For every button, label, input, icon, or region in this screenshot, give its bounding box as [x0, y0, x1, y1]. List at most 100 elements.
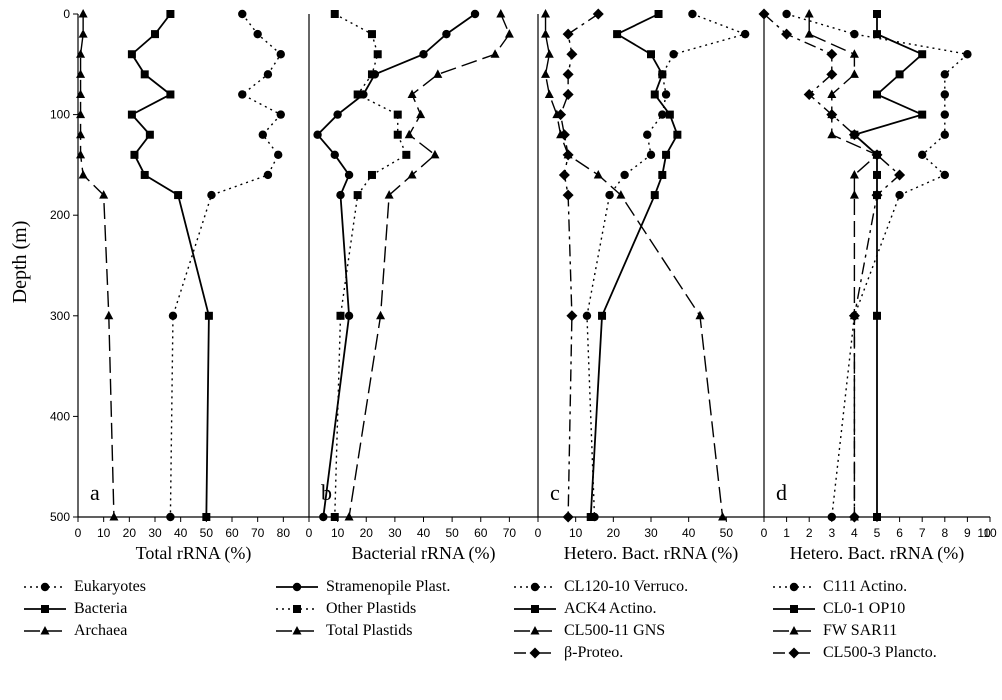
- legend-item: ACK4 Actino.: [512, 598, 688, 620]
- legend-marker: [529, 647, 541, 659]
- series-proteo: [555, 8, 604, 523]
- x-tick-label: 8: [941, 526, 948, 540]
- data-point: [562, 68, 574, 80]
- legend-label: C111 Actino.: [823, 578, 908, 595]
- data-point: [313, 130, 322, 139]
- x-tick-label: 3: [828, 526, 835, 540]
- y-tick-label: 100: [50, 108, 70, 122]
- data-point: [419, 50, 428, 59]
- data-point: [665, 110, 674, 119]
- x-tick-label: 6: [896, 526, 903, 540]
- legend-item: β-Proteo.: [512, 642, 688, 664]
- data-point: [848, 129, 860, 141]
- data-point: [276, 110, 285, 119]
- legend-d: C111 Actino. CL0-1 OP10 FW SAR11 CL500-3 Pl…: [771, 576, 937, 664]
- data-point: [78, 29, 88, 38]
- data-point: [566, 310, 578, 322]
- legend-swatch: [773, 583, 815, 592]
- data-point: [544, 89, 554, 98]
- data-point: [827, 129, 837, 139]
- data-point: [541, 69, 551, 78]
- legend-swatch: [24, 626, 66, 635]
- legend-swatch: [276, 583, 318, 592]
- series-line: [852, 14, 925, 517]
- data-point: [76, 49, 86, 58]
- y-tick-label: 0: [63, 7, 70, 21]
- series-eukaryotes: [166, 9, 285, 522]
- data-point: [202, 513, 211, 521]
- data-point: [333, 110, 342, 119]
- data-point: [367, 170, 376, 179]
- legend-label: CL120-10 Verruco.: [564, 578, 689, 595]
- data-point: [404, 129, 414, 139]
- data-point: [650, 191, 659, 200]
- data-point: [140, 70, 149, 79]
- series-line: [586, 13, 748, 518]
- legend-label: β-Proteo.: [564, 644, 624, 661]
- data-point: [367, 30, 376, 39]
- data-point: [127, 50, 136, 59]
- legend-marker: [40, 626, 50, 635]
- legend-marker: [789, 583, 799, 592]
- x-axis-title: Hetero. Bact. rRNA (%): [564, 543, 738, 564]
- data-point: [940, 130, 949, 139]
- data-point: [562, 149, 574, 161]
- legend-label: ACK4 Actino.: [564, 600, 657, 617]
- data-point: [940, 70, 949, 79]
- series-stramenopile-plast: [313, 9, 480, 522]
- legend-item: FW SAR11: [771, 620, 937, 642]
- legend-label: CL500-3 Plancto.: [823, 644, 937, 661]
- legend-item: C111 Actino.: [771, 576, 937, 598]
- data-point: [76, 109, 86, 119]
- legend-item: Bacteria: [22, 598, 146, 620]
- legend-item: CL500-11 GNS: [512, 620, 688, 642]
- data-point: [253, 29, 262, 39]
- x-tick-label: 0: [306, 526, 313, 540]
- data-point: [593, 169, 603, 179]
- legend-marker: [292, 583, 302, 592]
- legend-label: Stramenopile Plast.: [326, 578, 451, 595]
- data-point: [99, 190, 109, 199]
- data-point: [145, 130, 154, 139]
- x-tick-label: 10: [983, 526, 997, 540]
- legend-marker: [789, 626, 799, 635]
- data-point: [873, 10, 881, 18]
- data-point: [140, 170, 149, 179]
- data-point: [826, 68, 838, 80]
- data-point: [433, 69, 443, 78]
- series-line: [808, 14, 879, 517]
- x-tick-label: 7: [919, 526, 926, 540]
- legend-label: FW SAR11: [823, 622, 898, 639]
- x-tick-label: 40: [174, 526, 188, 540]
- x-tick-label: 1: [783, 526, 790, 540]
- data-point: [558, 169, 570, 181]
- data-point: [393, 110, 402, 119]
- x-tick-label: 0: [761, 526, 768, 540]
- data-point: [940, 110, 949, 119]
- data-point: [330, 10, 339, 18]
- data-point: [940, 170, 949, 180]
- data-point: [849, 49, 859, 58]
- data-point: [871, 149, 883, 161]
- series-other-plastids: [330, 10, 411, 521]
- y-tick-label: 400: [50, 409, 70, 423]
- data-point: [274, 150, 283, 160]
- legend-item: Stramenopile Plast.: [274, 576, 450, 598]
- data-point: [204, 311, 213, 320]
- legend-swatch: [773, 626, 815, 635]
- data-point: [740, 29, 750, 39]
- legend-marker: [790, 605, 798, 614]
- data-point: [353, 90, 362, 99]
- series-line: [348, 13, 511, 518]
- legend-b: Stramenopile Plast. Other Plastids Total P…: [274, 576, 450, 642]
- data-point: [384, 190, 394, 199]
- data-point: [166, 512, 175, 522]
- legend-item: Other Plastids: [274, 598, 450, 620]
- data-point: [104, 310, 114, 320]
- data-point: [695, 310, 705, 320]
- data-point: [963, 50, 972, 59]
- legend-marker: [293, 605, 301, 614]
- data-point: [76, 69, 86, 78]
- series-cl500-11-gns: [541, 9, 728, 521]
